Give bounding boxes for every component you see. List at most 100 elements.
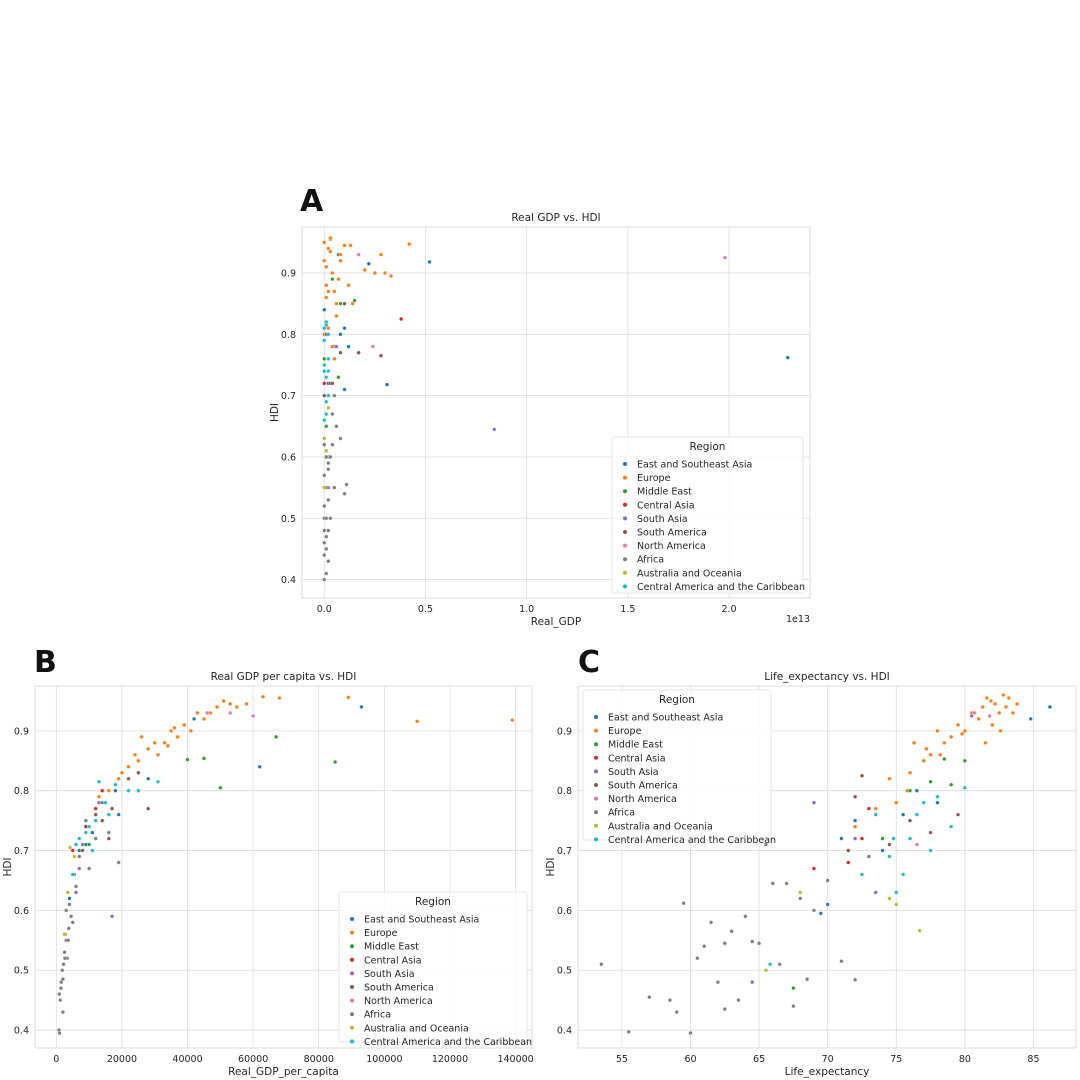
data-point	[93, 806, 98, 811]
y-tick-label: 0.9	[557, 726, 572, 737]
data-point	[988, 698, 994, 704]
data-point	[322, 369, 327, 374]
x-tick-label: 80000	[304, 1054, 334, 1065]
data-point	[62, 932, 67, 937]
data-point	[894, 902, 899, 907]
data-point	[324, 411, 329, 417]
data-point	[322, 393, 327, 398]
panel-letter-b: B	[34, 645, 57, 680]
data-point	[914, 812, 919, 817]
data-point	[938, 752, 943, 757]
panel-a: A 0.0 0.5 1.0 1.5 2.0 0.4 0.5 0.6 0.7 0.8 0.9 Real G…	[269, 184, 811, 628]
panel-c: C 55 60 65 70 75 80 85 0.4 0.5 0.6 0.7 0.8 0.9 Life_ex…	[545, 645, 1077, 1078]
data-point	[880, 848, 885, 853]
data-point	[873, 806, 878, 811]
legend-marker	[594, 837, 598, 842]
x-tick-label: 120000	[432, 1054, 468, 1065]
legend-marker	[350, 1012, 354, 1017]
data-point	[324, 264, 329, 269]
data-point	[322, 577, 327, 582]
y-tick-label: 0.5	[14, 966, 29, 977]
legend-marker	[594, 796, 598, 801]
panel-letter-c: C	[578, 645, 600, 680]
data-point	[825, 878, 830, 883]
x-tick-label: 80	[959, 1054, 971, 1065]
chart-title: Life_expectancy vs. HDI	[764, 671, 890, 683]
legend-entry: East and Southeast Asia	[608, 713, 723, 724]
data-point	[976, 716, 981, 721]
data-point	[324, 534, 329, 539]
x-tick-label: 0	[53, 1054, 59, 1065]
data-point	[93, 812, 98, 817]
data-point	[980, 704, 985, 710]
legend-marker	[350, 1039, 354, 1044]
legend-marker	[350, 944, 354, 949]
data-point	[87, 842, 92, 847]
data-point	[342, 491, 347, 496]
legend-entry: East and Southeast Asia	[637, 460, 752, 471]
plot-frame	[577, 685, 1077, 1049]
data-point	[324, 323, 329, 328]
data-point	[407, 242, 412, 247]
data-point	[342, 387, 347, 392]
data-point	[853, 977, 858, 982]
data-point	[336, 277, 341, 282]
legend-entry: North America	[608, 794, 677, 805]
data-point	[427, 259, 432, 265]
data-point	[891, 836, 896, 841]
data-point	[57, 1030, 62, 1036]
data-point	[859, 773, 865, 778]
data-point	[901, 872, 906, 877]
data-point	[221, 698, 226, 704]
legend-entry: Central Asia	[608, 753, 666, 764]
data-point	[791, 986, 796, 991]
data-point	[1028, 716, 1033, 721]
x-tick-label: 0.5	[418, 604, 433, 615]
data-point	[251, 713, 256, 718]
x-tick-label: 0.0	[317, 604, 332, 615]
data-point	[324, 516, 329, 521]
x-tick-label: 70	[822, 1054, 834, 1065]
data-point	[811, 908, 817, 913]
data-point	[825, 902, 830, 907]
data-point	[322, 338, 327, 343]
data-point	[894, 890, 899, 895]
data-point	[136, 788, 141, 793]
data-point	[70, 872, 75, 877]
data-point	[492, 427, 497, 432]
legend-marker	[350, 917, 354, 921]
legend-entry: North America	[637, 541, 706, 552]
data-point	[866, 854, 871, 859]
legend-marker	[594, 783, 598, 787]
data-point	[647, 995, 652, 1000]
legend-entry: Australia and Oceania	[608, 821, 713, 832]
data-point	[921, 800, 926, 805]
data-point	[326, 332, 331, 337]
data-point	[346, 695, 351, 700]
data-point	[146, 776, 151, 781]
data-point	[1001, 692, 1006, 698]
data-point	[332, 485, 337, 490]
data-point	[935, 800, 940, 805]
legend-entry: South Asia	[608, 767, 659, 778]
data-point	[65, 890, 70, 895]
data-point	[257, 764, 262, 769]
data-point	[921, 758, 926, 763]
data-point	[113, 788, 118, 793]
y-tick-label: 0.7	[281, 391, 296, 402]
data-point	[326, 393, 331, 398]
data-point	[873, 812, 878, 817]
data-point	[388, 273, 394, 279]
legend-entry: North America	[364, 996, 433, 1007]
data-point	[987, 713, 992, 718]
y-tick-label: 0.5	[557, 966, 572, 977]
data-point	[887, 896, 892, 901]
legend-marker	[594, 755, 598, 760]
data-point	[80, 842, 85, 847]
legend-entry: Australia and Oceania	[637, 568, 742, 579]
data-point	[356, 252, 361, 257]
data-point	[907, 770, 913, 775]
data-point	[1006, 695, 1011, 701]
y-tick-label: 0.8	[14, 786, 29, 797]
data-point	[326, 405, 331, 410]
